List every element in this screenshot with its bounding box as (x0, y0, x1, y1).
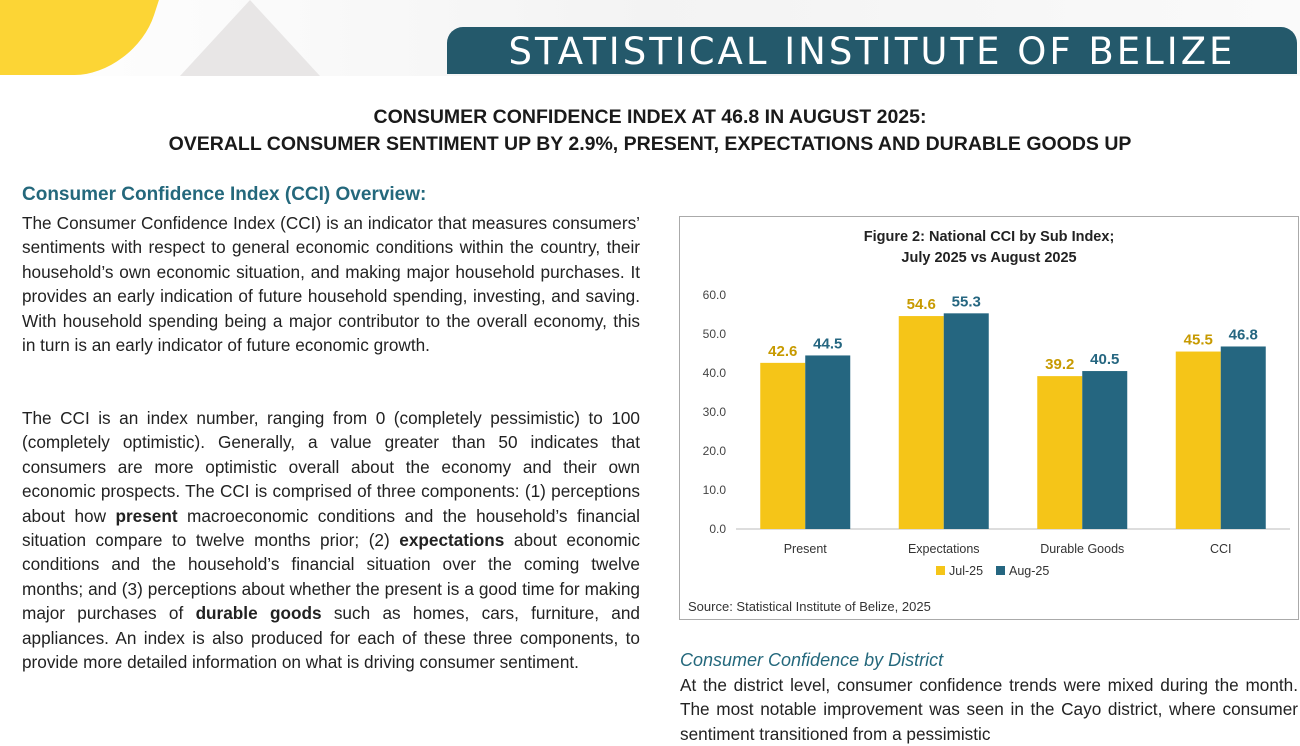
bar-aug-25 (1082, 371, 1128, 529)
text: macroeconomic conditions and the househo… (22, 505, 641, 551)
bar-jul-25 (898, 316, 944, 529)
x-tick-label: Durable Goods (1040, 542, 1124, 556)
bar-jul-25 (1037, 376, 1083, 529)
bar-aug-25 (805, 355, 851, 529)
page-title: CONSUMER CONFIDENCE INDEX AT 46.8 IN AUG… (0, 104, 1300, 158)
data-label: 45.5 (1184, 332, 1213, 349)
bold-text: present (115, 505, 178, 526)
text: The CCI is an index number, ranging from… (22, 408, 640, 526)
y-tick-label: 50.0 (703, 327, 727, 341)
data-label: 39.2 (1045, 356, 1074, 373)
overview-paragraph-1: The Consumer Confidence Index (CCI) is a… (22, 213, 640, 356)
legend-swatch (996, 566, 1005, 575)
data-label: 46.8 (1229, 326, 1258, 343)
chart-title: Figure 2: National CCI by Sub Index; Jul… (680, 227, 1298, 269)
overview-paragraph-2: The CCI is an index number, ranging from… (22, 406, 640, 674)
overview-heading: Consumer Confidence Index (CCI) Overview… (22, 184, 427, 205)
legend-label: Aug-25 (1009, 564, 1049, 578)
data-label: 54.6 (907, 296, 936, 313)
chart-subtitle: July 2025 vs August 2025 (901, 250, 1077, 266)
x-tick-label: Present (784, 542, 828, 556)
logo-gray-shape (180, 0, 320, 76)
bar-jul-25 (760, 362, 806, 529)
banner: STATISTICAL INSTITUTE OF BELIZE (447, 27, 1297, 74)
district-paragraph: At the district level, consumer confiden… (680, 675, 1298, 744)
title-line2: OVERALL CONSUMER SENTIMENT UP BY 2.9%, P… (168, 133, 1132, 155)
bar-aug-25 (943, 313, 989, 529)
chart-title-line1: Figure 2: National CCI by Sub Index; (863, 229, 1115, 245)
chart-svg: 0.0 10.0 20.0 30.0 40.0 50.0 60.0 42.6 44.5 Prese… (688, 288, 1290, 614)
x-tick-label: CCI (1210, 542, 1232, 556)
y-tick-label: 60.0 (703, 288, 727, 302)
text: about economic conditions and the househ… (22, 530, 640, 624)
y-tick-label: 40.0 (703, 366, 727, 380)
bar-jul-25 (1175, 351, 1221, 529)
logo-yellow-shape (0, 0, 166, 75)
district-heading: Consumer Confidence by District (680, 650, 944, 670)
x-tick-label: Expectations (908, 542, 980, 556)
chart-figure-2: Figure 2: National CCI by Sub Index; Jul… (679, 216, 1299, 620)
y-tick-label: 20.0 (703, 444, 727, 458)
title-line1: CONSUMER CONFIDENCE INDEX AT 46.8 IN AUG… (373, 106, 927, 128)
data-label: 55.3 (952, 293, 981, 310)
text: such as homes, cars, furniture, and appl… (22, 603, 640, 673)
legend-label: Jul-25 (949, 564, 983, 578)
y-tick-label: 30.0 (703, 405, 727, 419)
header: STATISTICAL INSTITUTE OF BELIZE (0, 0, 1300, 76)
data-label: 40.5 (1090, 351, 1119, 368)
y-tick-label: 0.0 (709, 522, 726, 536)
bold-text: expectations (399, 530, 505, 551)
bold-text: durable goods (195, 603, 322, 624)
data-label: 42.6 (768, 343, 797, 360)
y-tick-label: 10.0 (703, 483, 727, 497)
chart-source: Source: Statistical Institute of Belize,… (688, 599, 931, 614)
bar-aug-25 (1220, 346, 1266, 529)
legend-swatch (936, 566, 945, 575)
data-label: 44.5 (813, 335, 842, 352)
